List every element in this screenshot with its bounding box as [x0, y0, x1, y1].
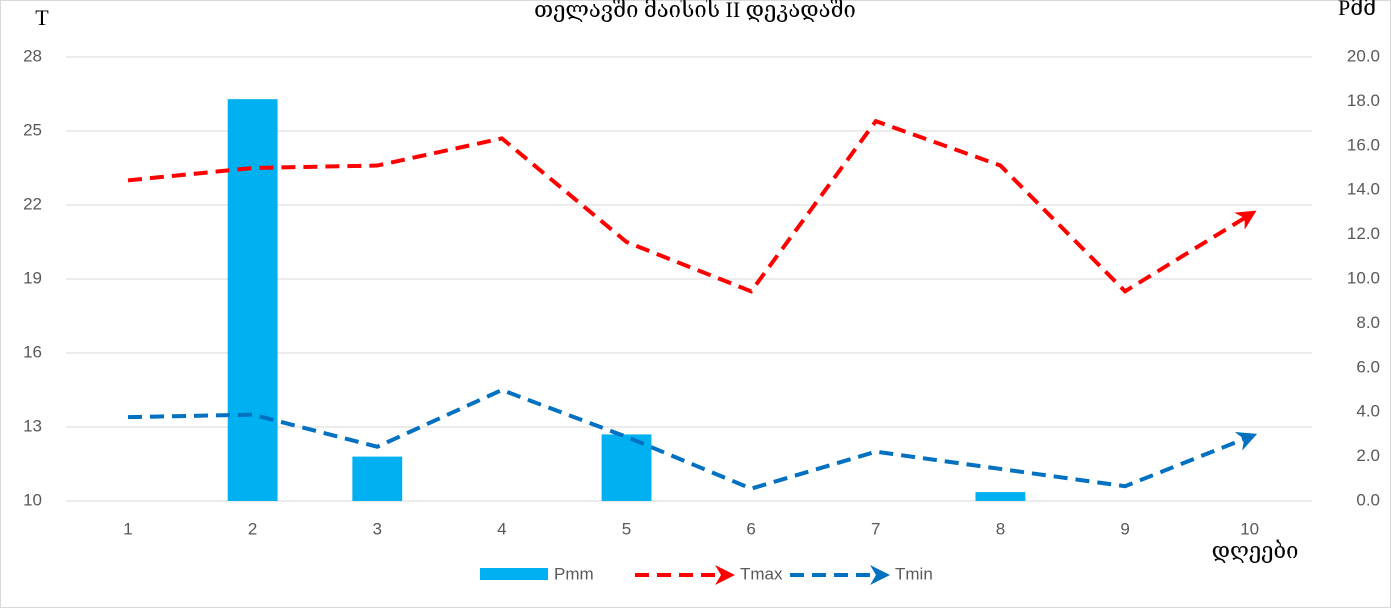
y2-axis-label: Pმმ — [1338, 0, 1376, 20]
x-tick-label: 5 — [622, 519, 631, 538]
bar — [601, 434, 652, 501]
y-tick-label: 19 — [23, 268, 42, 287]
x-tick-label: 2 — [248, 519, 257, 538]
x-tick-label: 9 — [1120, 519, 1129, 538]
legend-swatch — [480, 568, 548, 580]
y-tick-label: 10 — [23, 490, 42, 509]
x-tick-label: 8 — [996, 519, 1005, 538]
legend-label: Tmin — [895, 564, 933, 583]
x-tick-label: 4 — [497, 519, 506, 538]
line — [127, 387, 1258, 491]
y2-tick-label: 8.0 — [1356, 313, 1380, 332]
y-tick-label: 13 — [23, 416, 42, 435]
x-tick-label: 3 — [373, 519, 382, 538]
chart-title: თელავში მაისის II დეკადაში — [534, 0, 856, 22]
y-tick-label: 25 — [23, 120, 42, 139]
y-tick-label: 28 — [23, 46, 42, 65]
y2-tick-label: 2.0 — [1356, 446, 1380, 465]
y2-tick-label: 20.0 — [1347, 46, 1380, 65]
y-tick-label: 22 — [23, 194, 42, 213]
legend-label: Pmm — [554, 564, 594, 583]
bar — [975, 492, 1026, 501]
y2-tick-label: 14.0 — [1347, 180, 1380, 199]
bar — [352, 456, 403, 501]
x-tick-label: 7 — [871, 519, 880, 538]
y2-tick-label: 4.0 — [1356, 402, 1380, 421]
y2-tick-label: 12.0 — [1347, 224, 1380, 243]
x-tick-label: 1 — [123, 519, 132, 538]
x-axis-label: დღეები — [1212, 538, 1299, 563]
y2-tick-label: 18.0 — [1347, 91, 1380, 110]
x-tick-label: 6 — [746, 519, 755, 538]
y2-tick-label: 16.0 — [1347, 135, 1380, 154]
y2-tick-label: 0.0 — [1356, 490, 1380, 509]
y-tick-label: 16 — [23, 342, 42, 361]
y2-tick-label: 6.0 — [1356, 357, 1380, 376]
bar — [227, 99, 278, 502]
y-axis-label: T — [35, 5, 49, 30]
y2-tick-label: 10.0 — [1347, 268, 1380, 287]
line — [127, 118, 1257, 294]
legend-label: Tmax — [740, 564, 783, 583]
x-tick-label: 10 — [1240, 519, 1259, 538]
